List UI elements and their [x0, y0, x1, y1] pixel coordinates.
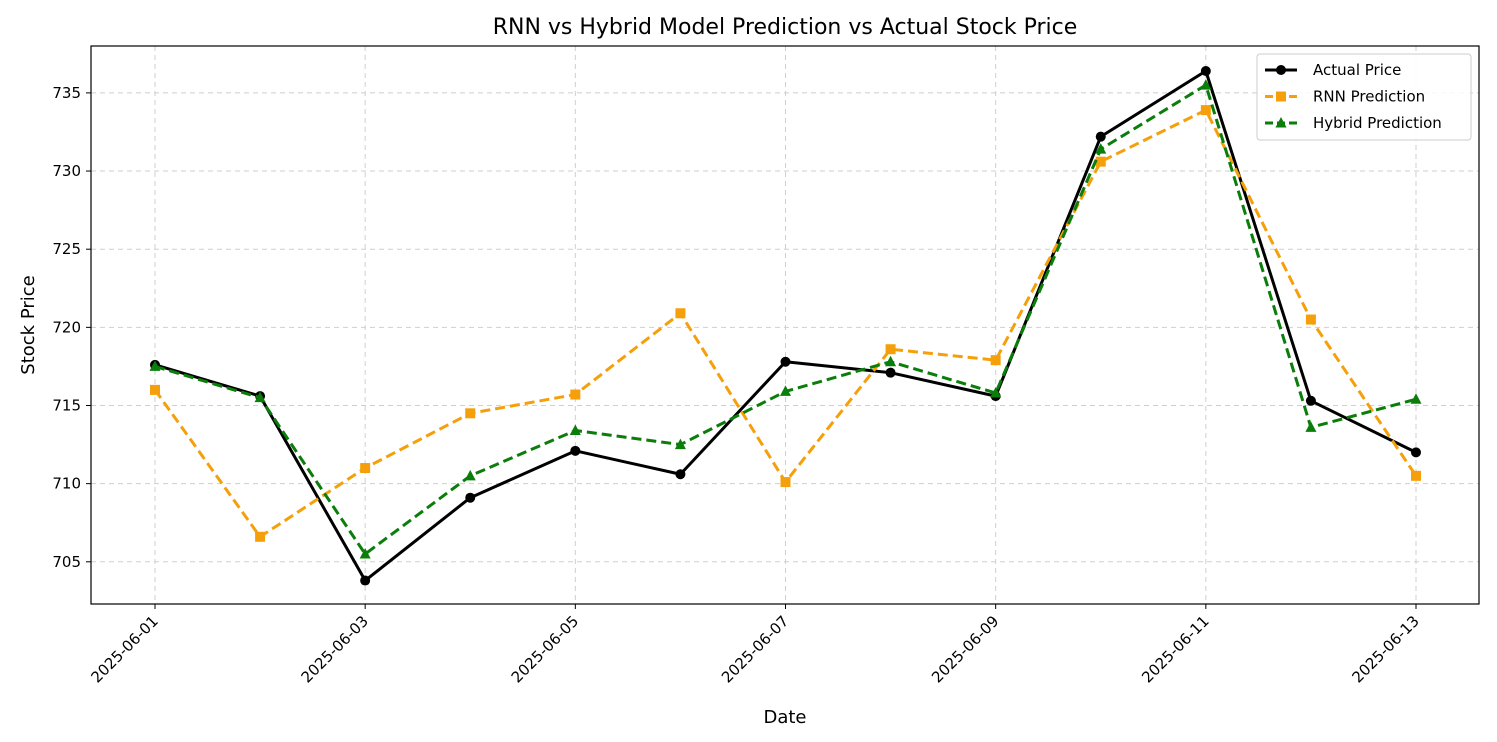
y-tick-label: 735 [52, 84, 81, 102]
data-point [1095, 143, 1107, 154]
data-point [569, 424, 581, 436]
data-point [1305, 314, 1316, 325]
data-point [1200, 105, 1211, 116]
x-tick-label: 2025-06-01 [87, 612, 161, 686]
data-point [150, 384, 160, 395]
data-point [1200, 66, 1211, 77]
series-hybrid-prediction [149, 79, 1422, 559]
data-point [675, 469, 686, 480]
data-point [674, 438, 686, 450]
y-tick-label: 705 [52, 553, 81, 571]
legend-box [1256, 53, 1472, 141]
y-tick-label: 720 [52, 318, 81, 336]
x-tick-label: 2025-06-05 [508, 612, 582, 686]
x-tick-label: 2025-06-11 [1138, 612, 1212, 686]
data-point [465, 408, 476, 419]
series-layer [149, 66, 1422, 586]
y-axis-label: Stock Price [18, 275, 39, 374]
data-point [570, 389, 581, 400]
data-point [1305, 395, 1316, 406]
data-point [780, 477, 791, 488]
legend-label: Hybrid Prediction [1313, 114, 1442, 132]
data-point [885, 367, 896, 378]
x-tick-label: 2025-06-13 [1348, 612, 1422, 686]
chart-title: RNN vs Hybrid Model Prediction vs Actual… [493, 15, 1078, 40]
y-tick-label: 710 [52, 475, 81, 493]
x-tick-label: 2025-06-09 [928, 612, 1002, 686]
legend-marker [1276, 65, 1286, 75]
series-rnn-prediction [150, 105, 1421, 542]
data-point [1095, 156, 1106, 167]
data-point [360, 575, 371, 586]
legend-marker [1275, 117, 1287, 128]
data-point [255, 531, 266, 542]
legend: Actual Price RNN Prediction Hybrid Predict… [1256, 53, 1472, 141]
data-point [360, 463, 371, 474]
data-point [990, 355, 1001, 366]
legend-item: RNN Prediction [1265, 88, 1425, 106]
data-point [780, 385, 791, 396]
data-point [465, 492, 476, 503]
data-point [464, 469, 476, 481]
legend-item: Hybrid Prediction [1265, 114, 1442, 132]
legend-label: Actual Price [1313, 61, 1401, 79]
data-point [1410, 393, 1422, 404]
x-axis: 2025-06-01 2025-06-03 2025-06-05 2025-06-07… [87, 604, 1423, 686]
legend-item: Actual Price [1265, 61, 1401, 79]
y-axis: 705 710 715 720 725 730 735 [52, 84, 91, 571]
legend-label: RNN Prediction [1313, 88, 1425, 106]
data-point [1200, 79, 1212, 90]
data-point [570, 445, 581, 456]
y-tick-label: 725 [52, 240, 81, 258]
data-point [1411, 447, 1421, 458]
x-axis-label: Date [763, 707, 806, 728]
data-point [885, 344, 896, 355]
data-point [254, 391, 266, 403]
y-tick-label: 730 [52, 162, 81, 180]
data-point [1095, 131, 1106, 142]
data-point [359, 547, 371, 559]
data-point [885, 355, 897, 367]
data-point [1305, 421, 1317, 432]
data-point [990, 386, 1002, 398]
data-point [1411, 470, 1421, 481]
x-tick-label: 2025-06-07 [718, 612, 792, 686]
data-point [149, 360, 161, 371]
data-point [675, 308, 686, 319]
y-tick-label: 715 [52, 396, 81, 414]
data-point [780, 356, 791, 367]
legend-marker [1276, 91, 1286, 102]
x-tick-label: 2025-06-03 [298, 612, 372, 686]
